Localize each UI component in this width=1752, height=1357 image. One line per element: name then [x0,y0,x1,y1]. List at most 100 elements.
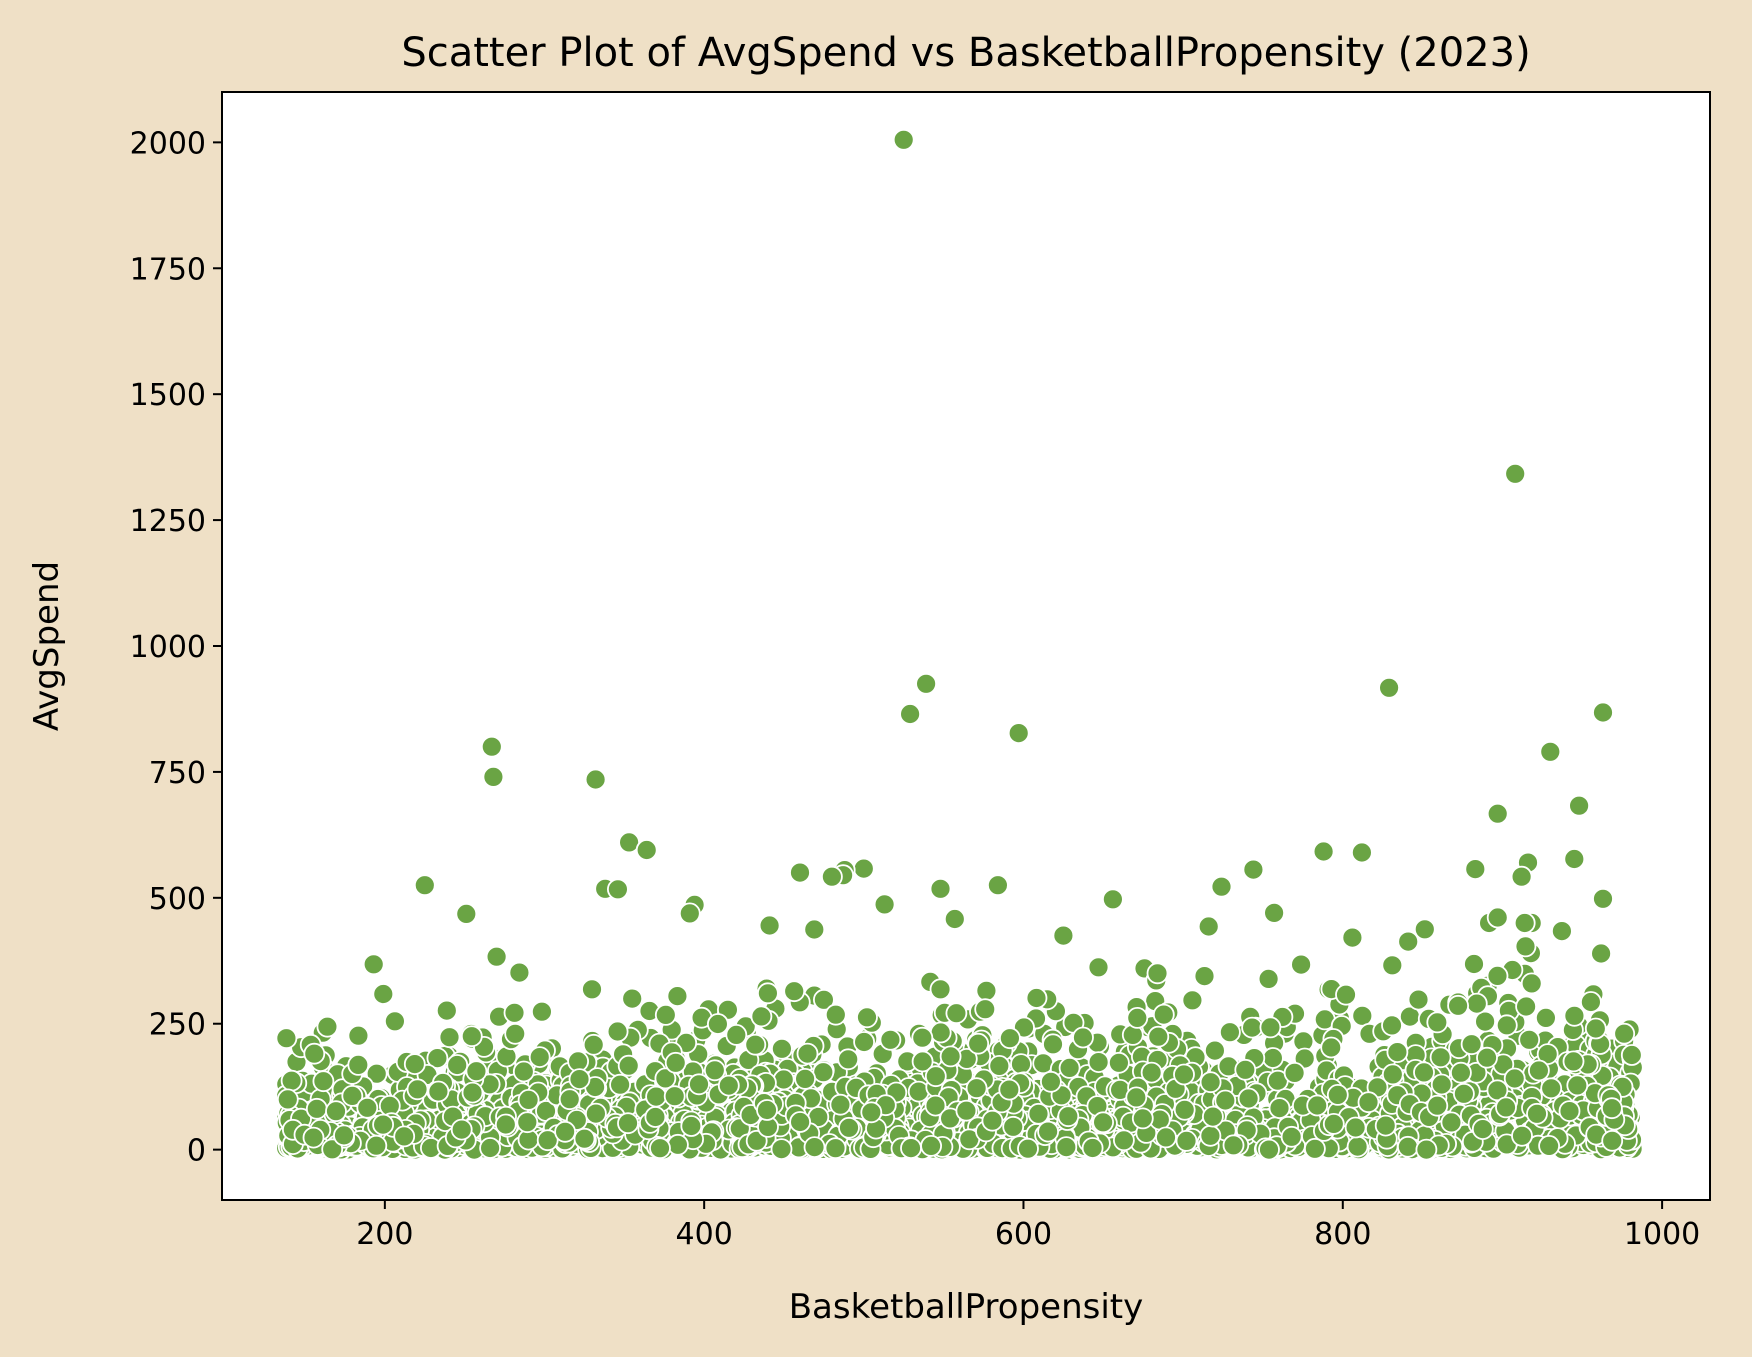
data-point [465,1060,488,1083]
data-point [316,1015,339,1038]
data-point [482,766,505,788]
data-point [305,1097,328,1120]
x-axis-label: BasketballPropensity [789,1287,1144,1327]
x-axis: 200 400 600 800 1000 [356,1200,1700,1252]
data-point [1202,1105,1224,1128]
data-point [644,1106,667,1128]
data-point [1351,841,1373,864]
data-point [516,1111,539,1134]
data-point [1515,995,1537,1018]
data-point [1175,1130,1198,1152]
data-point [494,1113,517,1136]
data-point [1563,848,1586,870]
data-point [321,1138,344,1161]
data-point [1002,1115,1025,1138]
data-point [688,1073,710,1096]
data-point [955,1099,978,1122]
data-point [1108,1051,1130,1074]
data-point [911,1026,934,1049]
data-point [1562,1050,1585,1073]
y-axis: 0 250 500 750 1000 1250 1500 1750 2000 [130,126,222,1169]
data-point [789,861,811,884]
x-tick-label: 200 [356,1217,413,1252]
data-point [1518,1028,1541,1051]
data-point [1378,676,1400,699]
data-point [837,1048,860,1071]
data-point [512,1060,535,1083]
data-point [1102,888,1124,911]
x-tick-label: 800 [1314,1217,1371,1252]
data-point [717,1074,740,1097]
data-point [1010,1053,1032,1075]
data-point [654,1004,677,1026]
data-point [568,1068,591,1090]
data-point [1357,1091,1380,1114]
data-point [1465,992,1488,1015]
data-point [1520,972,1543,995]
data-point [981,1109,1004,1132]
data-point [606,1020,629,1043]
data-point [581,978,603,1001]
data-point [1429,1046,1452,1069]
data-point [480,735,503,758]
data-point [584,768,607,791]
data-point [1503,1067,1526,1090]
data-point [1204,1039,1226,1062]
data-point [965,1077,988,1100]
data-point [427,1080,450,1103]
y-tick-label: 0 [187,1134,206,1169]
data-point [1513,912,1536,934]
data-point [967,1032,990,1055]
data-point [1495,1014,1518,1037]
data-point [824,1137,847,1160]
data-point [745,1129,768,1152]
data-point [1453,1082,1475,1105]
y-axis-label: AvgSpend [27,561,67,731]
data-point [450,1118,473,1141]
data-point [365,1134,388,1157]
data-point [794,1068,816,1090]
data-point [607,878,629,901]
data-point [621,987,644,1010]
data-point [860,1101,883,1124]
data-point [302,1126,325,1149]
data-point [824,1003,847,1026]
data-point [383,1010,406,1033]
data-point [803,1136,826,1158]
data-point [1037,1120,1059,1143]
data-point [892,128,915,151]
data-point [365,1062,388,1085]
y-tick-label: 250 [149,1008,206,1043]
data-point [1222,1134,1245,1157]
data-point [276,1088,299,1111]
data-point [789,1111,811,1133]
data-point [988,1055,1011,1077]
data-point [528,1046,551,1068]
data-point [1027,1102,1050,1125]
data-point [1280,1125,1303,1148]
data-point [1580,991,1602,1013]
data-point [554,1120,576,1143]
data-point [1234,1058,1257,1081]
data-point [362,953,385,976]
data-point [341,1085,364,1107]
x-tick-label: 400 [676,1217,733,1252]
data-point [531,1000,553,1023]
data-point [1430,1073,1453,1096]
data-point [1087,1051,1110,1073]
data-point [853,1031,875,1053]
data-point [929,877,952,900]
data-point [943,908,966,930]
data-point [678,902,701,925]
data-point [900,1137,922,1159]
data-point [1092,1111,1114,1134]
data-point [879,1028,902,1051]
data-point [924,1065,947,1088]
data-point [1131,1107,1154,1130]
data-point [1426,1094,1449,1117]
data-point [438,1026,461,1049]
data-point [1526,1102,1548,1125]
data-point [1152,1003,1175,1026]
data-point [1173,1063,1195,1086]
